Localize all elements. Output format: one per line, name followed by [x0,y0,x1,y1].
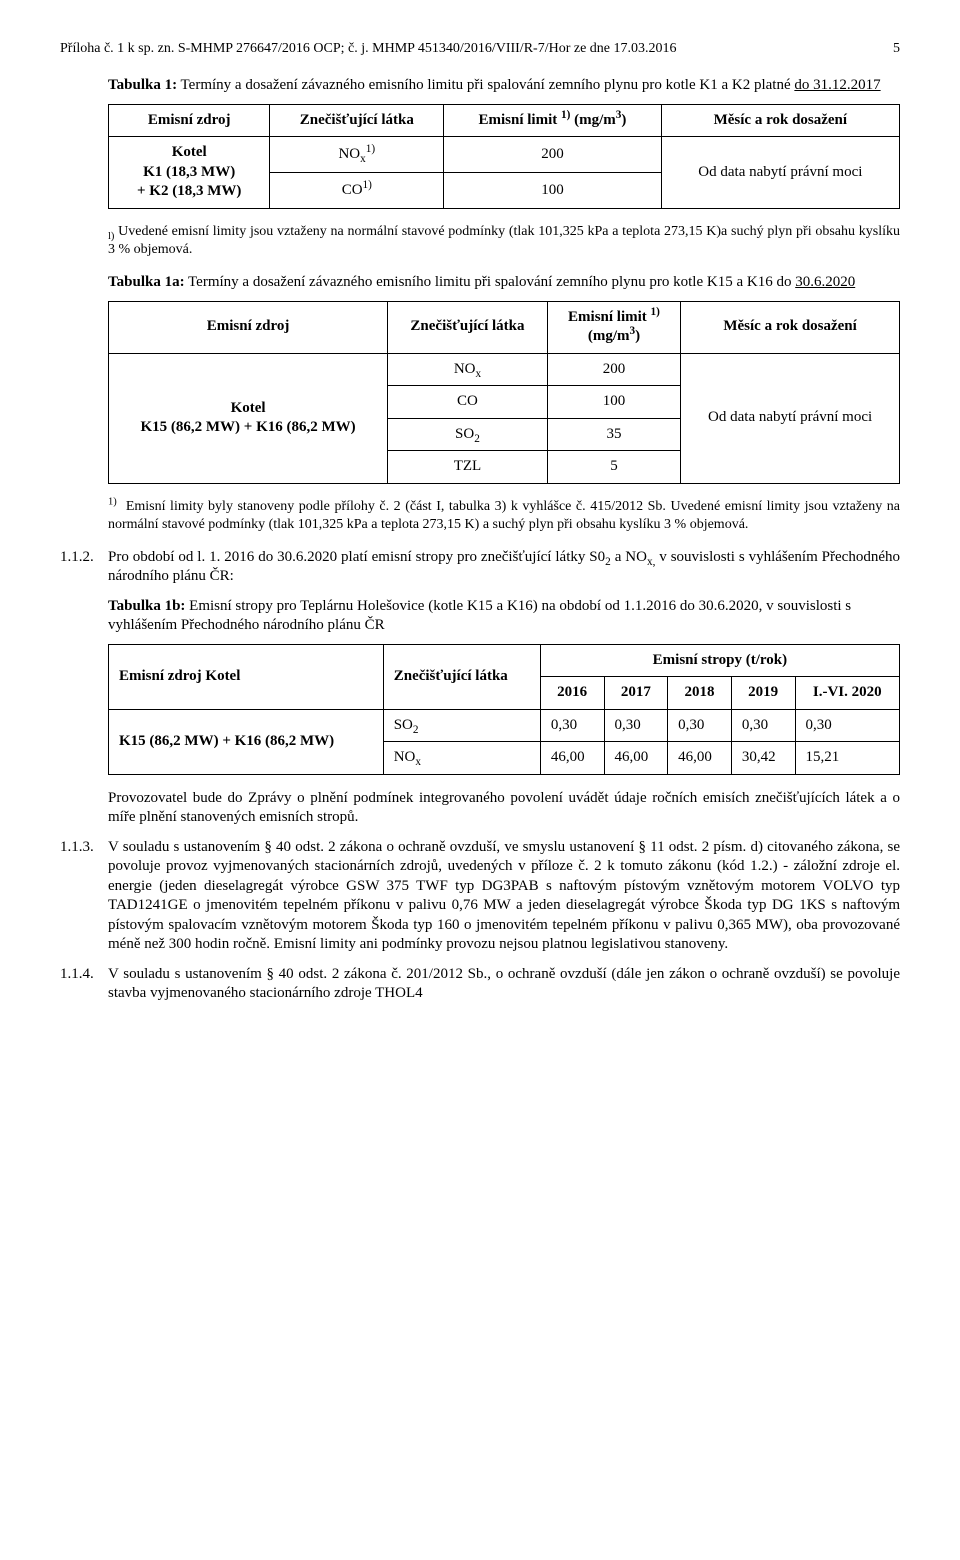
table1a: Emisní zdroj Znečišťující látka Emisní l… [108,301,900,484]
t1b-nox-label: NOx [383,742,540,775]
page-header: Příloha č. 1 k sp. zn. S-MHMP 276647/201… [60,40,900,58]
table1: Emisní zdroj Znečišťující látka Emisní l… [108,104,900,209]
table1b-title: Tabulka 1b: Emisní stropy pro Teplárnu H… [108,597,900,636]
t1a-r2v: 100 [547,386,680,419]
t1a-r1v: 200 [547,353,680,386]
t1a-r2p: CO [388,386,548,419]
t1-h1: Emisní zdroj [109,104,270,137]
t1a-r4p: TZL [388,451,548,484]
t1-r1-pol: NOx1) [270,137,444,173]
t1b-so2-label: SO2 [383,709,540,742]
t1b-h-pol: Znečišťující látka [383,644,540,709]
t1a-col4: Od data nabytí právní moci [681,353,900,483]
t1a-r3v: 35 [547,418,680,451]
t1a-h4: Měsíc a rok dosažení [681,301,900,353]
t1b-y2018: 2018 [668,677,732,710]
t1a-r3p: SO2 [388,418,548,451]
page-number: 5 [893,40,900,58]
t1a-h2: Znečišťující látka [388,301,548,353]
t1a-h3: Emisní limit 1)(mg/m3) [547,301,680,353]
t1a-r1p: NOx [388,353,548,386]
t1a-h1: Emisní zdroj [109,301,388,353]
section-1-1-4: 1.1.4. V souladu s ustanovením § 40 odst… [60,965,900,1004]
t1a-r4v: 5 [547,451,680,484]
t1-h3: Emisní limit 1) (mg/m3) [444,104,661,137]
t1b-h-stropy: Emisní stropy (t/rok) [540,644,899,677]
t1-src: Kotel K1 (18,3 MW) + K2 (18,3 MW) [109,137,270,209]
table1-note: l) Uvedené emisní limity jsou vztaženy n… [108,223,900,259]
t1-r1-val: 200 [444,137,661,173]
table1-title: Tabulka 1: Termíny a dosažení závazného … [108,76,900,96]
t1b-h-src: Emisní zdroj Kotel [109,644,384,709]
t1b-y2020: I.-VI. 2020 [795,677,899,710]
section-1-1-3: 1.1.3. V souladu s ustanovením § 40 odst… [60,838,900,955]
t1-h2: Znečišťující látka [270,104,444,137]
t1b-y2017: 2017 [604,677,668,710]
table1b: Emisní zdroj Kotel Znečišťující látka Em… [108,644,900,775]
t1-r2-pol: CO1) [270,172,444,208]
t1-h4: Měsíc a rok dosažení [661,104,899,137]
table1a-title: Tabulka 1a: Termíny a dosažení závazného… [108,273,900,293]
table1b-after: Provozovatel bude do Zprávy o plnění pod… [108,789,900,828]
t1b-src: K15 (86,2 MW) + K16 (86,2 MW) [109,709,384,774]
t1b-y2019: 2019 [731,677,795,710]
t1-col4: Od data nabytí právní moci [661,137,899,209]
header-left: Příloha č. 1 k sp. zn. S-MHMP 276647/201… [60,41,677,56]
table1a-note: 1) Emisní limity byly stanoveny podle př… [108,498,900,534]
t1b-y2016: 2016 [540,677,604,710]
t1a-src: Kotel K15 (86,2 MW) + K16 (86,2 MW) [109,353,388,483]
section-1-1-2: 1.1.2. Pro období od l. 1. 2016 do 30.6.… [60,548,900,587]
t1-r2-val: 100 [444,172,661,208]
